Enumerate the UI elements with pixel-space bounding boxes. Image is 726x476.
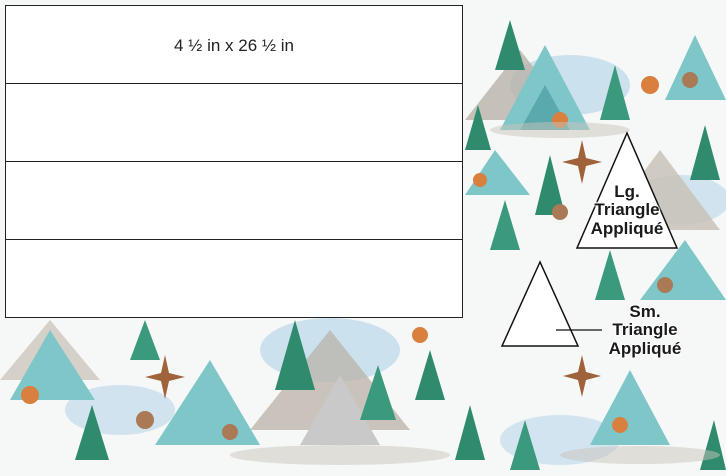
strip-size-label: 4 ½ in x 26 ½ in — [173, 36, 295, 55]
small-triangle-shape — [500, 260, 580, 347]
large-triangle-shape — [575, 131, 679, 249]
small-triangle-label-line3: Appliqué — [608, 338, 682, 358]
large-triangle-label-line3: Appliqué — [590, 218, 664, 238]
strip-3 — [5, 161, 463, 240]
large-triangle-label: Lg. Triangle Appliqué — [584, 182, 670, 238]
strip-2 — [5, 83, 463, 162]
small-triangle-label: Sm. Triangle Appliqué — [600, 302, 690, 358]
strip-4 — [5, 239, 463, 318]
large-triangle-label-line1: Lg. — [614, 182, 640, 201]
large-triangle-label-line2: Triangle — [594, 200, 660, 220]
small-triangle-label-line2: Triangle — [612, 320, 678, 340]
strip-1: 4 ½ in x 26 ½ in — [5, 5, 463, 84]
small-triangle-label-line1: Sm. — [629, 302, 661, 321]
fabric-strips-group: 4 ½ in x 26 ½ in — [5, 5, 463, 318]
